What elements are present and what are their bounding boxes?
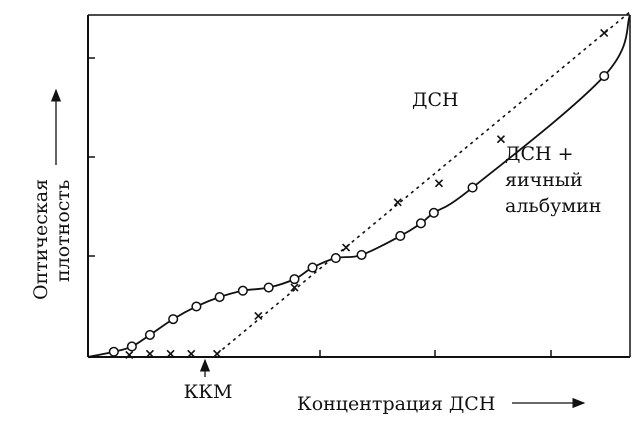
dsn-x-marker [187,349,196,358]
dsn-albumin-circle-marker [263,282,274,293]
dsn-x-marker [342,243,351,252]
dsn-albumin-circle-marker [395,230,406,242]
dsn-x-marker [393,198,402,207]
series-label-albumin-line3: альбумин [505,195,601,217]
dsn-line [216,11,631,355]
cmc-label: ККМ [184,381,233,403]
dsn-albumin-circle-marker [191,301,202,312]
dsn-x-marker [434,179,444,188]
series-label-albumin-line1: ДСН + [505,143,574,165]
dsn-albumin-circle-marker [467,182,478,193]
series-label-dsn: ДСН [412,89,459,111]
dsn-x-marker [166,349,175,358]
dsn-x-marker [600,28,609,37]
dsn-albumin-circle-marker [108,346,119,357]
y-axis-label-line1: Оптическая [30,179,52,300]
dsn-albumin-circle-marker [356,249,367,260]
dsn-albumin-circle-marker [428,207,439,218]
dsn-albumin-circle-marker [214,291,225,303]
dsn-albumin-circle-marker [599,70,610,82]
dsn-albumin-circle-marker [144,329,155,340]
dsn-albumin-circle-marker [307,262,318,273]
dsn-x-marker [212,349,222,358]
y-ticks [88,57,95,257]
x-ticks [319,350,552,357]
x-axis-label: Концентрация ДСН [297,393,495,415]
series-dsn-albumin [87,14,631,358]
dsn-albumin-circle-marker [289,274,300,285]
dsn-albumin-circle-marker [237,285,248,296]
dsn-albumin-circle-marker [330,253,341,264]
series-label-albumin-line2: яичный [505,169,583,191]
y-axis-label-group: Оптическая плотность [30,179,74,300]
dsn-x-marker [125,350,134,359]
dsn-albumin-circle-marker [126,341,137,352]
dsn-x-marker [145,349,155,358]
dsn-x-marker [290,283,299,292]
plot-frame [87,14,631,358]
y-axis-label-line2: плотность [52,180,74,282]
dsn-x-marker [254,311,263,321]
dsn-albumin-circle-marker [415,218,426,229]
series-dsn [125,11,631,359]
dsn-albumin-circle-marker [168,314,179,325]
dsn-x-marker [496,135,506,144]
